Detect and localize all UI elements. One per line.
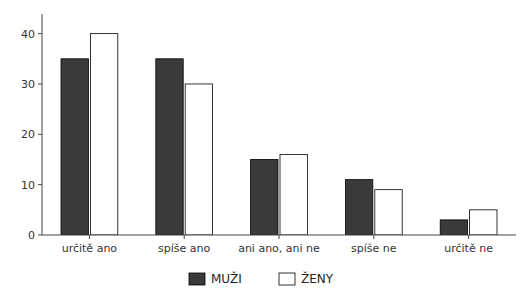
legend: MUŽI ŽENY bbox=[189, 271, 334, 286]
y-tick-label: 40 bbox=[21, 28, 35, 41]
y-tick-label: 0 bbox=[28, 229, 35, 242]
bar bbox=[280, 154, 307, 235]
x-tick-label: spíše ano bbox=[158, 242, 210, 255]
x-tick bbox=[468, 235, 469, 239]
x-tick-label: spíše ne bbox=[351, 242, 397, 255]
y-tick bbox=[38, 184, 42, 185]
y-axis-line bbox=[42, 14, 43, 235]
y-axis: 0 10 20 30 40 bbox=[21, 28, 42, 242]
y-tick bbox=[38, 235, 42, 236]
bar bbox=[156, 59, 183, 235]
x-tick bbox=[89, 235, 90, 239]
y-tick-label: 20 bbox=[21, 128, 35, 141]
x-tick bbox=[373, 235, 374, 239]
bar bbox=[185, 84, 212, 235]
x-tick-label: ani ano, ani ne bbox=[238, 242, 320, 255]
x-tick-label: určitě ano bbox=[62, 242, 118, 255]
legend-label: MUŽI bbox=[211, 271, 242, 286]
bar bbox=[90, 34, 117, 235]
x-axis: určitě ano spíše ano ani ano, ani ne spíše … bbox=[62, 235, 493, 255]
legend-label: ŽENY bbox=[301, 271, 334, 286]
y-tick bbox=[38, 83, 42, 84]
bar bbox=[375, 190, 402, 235]
x-tick bbox=[184, 235, 185, 239]
bar bbox=[440, 220, 467, 235]
chart: 0 10 20 30 40 určitě ano spíše ano ani ano, ani… bbox=[0, 0, 530, 305]
legend-swatch bbox=[279, 273, 295, 285]
y-tick bbox=[38, 134, 42, 135]
bar bbox=[470, 210, 497, 235]
y-tick-label: 30 bbox=[21, 78, 35, 91]
bars bbox=[61, 34, 497, 235]
bar bbox=[251, 159, 278, 235]
x-tick-label: určitě ne bbox=[444, 242, 493, 255]
legend-swatch bbox=[189, 273, 205, 285]
bar bbox=[61, 59, 88, 235]
y-tick-label: 10 bbox=[21, 179, 35, 192]
x-tick bbox=[279, 235, 280, 239]
y-tick bbox=[38, 33, 42, 34]
bar bbox=[345, 180, 372, 235]
